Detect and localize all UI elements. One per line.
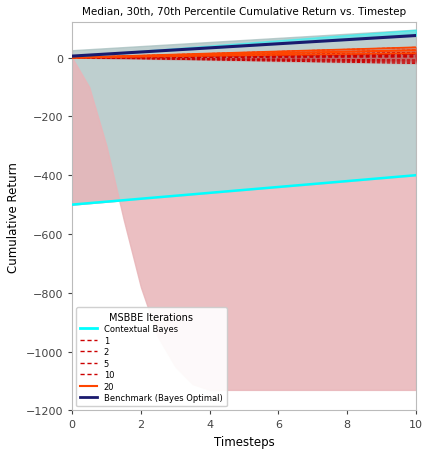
X-axis label: Timesteps: Timesteps [214, 435, 274, 448]
Legend: Contextual Bayes, 1, 2, 5, 10, 20, Benchmark (Bayes Optimal): Contextual Bayes, 1, 2, 5, 10, 20, Bench… [76, 308, 227, 406]
Title: Median, 30th, 70th Percentile Cumulative Return vs. Timestep: Median, 30th, 70th Percentile Cumulative… [82, 7, 406, 17]
Y-axis label: Cumulative Return: Cumulative Return [7, 162, 20, 272]
